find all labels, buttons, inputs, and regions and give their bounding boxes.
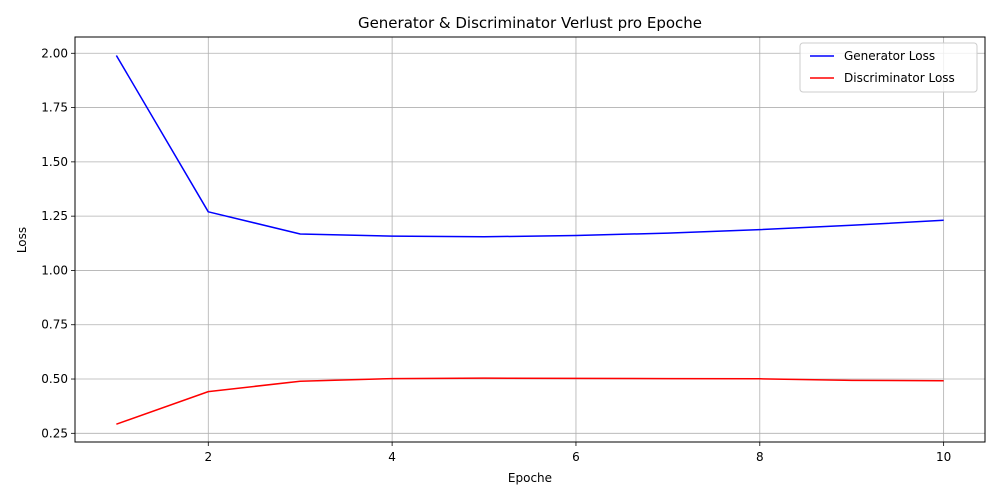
series-line-discriminator-loss [116, 377, 944, 425]
y-axis-ticks: 0.25 0.50 0.75 1.00 1.25 1.50 1.75 2.00 [41, 46, 75, 440]
y-tick-label: 2.00 [41, 46, 68, 60]
x-tick-label: 2 [204, 450, 212, 464]
x-tick-label: 8 [756, 450, 764, 464]
plot-frame [74, 36, 986, 443]
chart-title: Generator & Discriminator Verlust pro Ep… [358, 14, 702, 32]
x-tick-label: 6 [572, 450, 580, 464]
legend-box [799, 42, 978, 93]
y-tick-label: 0.75 [41, 318, 68, 332]
x-axis-label: Epoche [508, 471, 552, 485]
series-line-generator-loss [115, 55, 944, 238]
y-tick-label: 1.50 [41, 155, 68, 169]
y-axis-label: Loss [15, 227, 29, 253]
x-tick-label: 4 [388, 450, 396, 464]
legend-label-discriminator: Discriminator Loss [844, 71, 955, 85]
y-tick-label: 0.50 [41, 372, 68, 386]
series-lines [115, 55, 944, 425]
x-tick-label: 10 [936, 450, 951, 464]
y-tick-label: 1.00 [41, 263, 68, 277]
y-tick-label: 0.25 [41, 426, 68, 440]
y-tick-label: 1.25 [41, 209, 68, 223]
legend-label-generator: Generator Loss [844, 49, 935, 63]
legend: Generator Loss Discriminator Loss [799, 42, 978, 93]
grid-lines [75, 37, 985, 442]
y-tick-label: 1.75 [41, 101, 68, 115]
x-axis-ticks: 2 4 6 8 10 [204, 442, 951, 464]
